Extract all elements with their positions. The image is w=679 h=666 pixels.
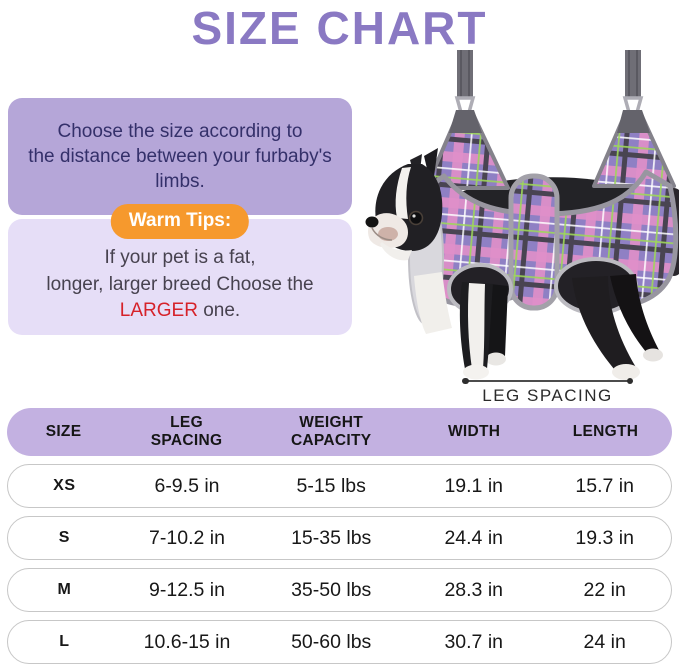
dog-hammock-illustration (365, 50, 679, 380)
warm-tips-box: Warm Tips: If your pet is a fat, longer,… (8, 204, 352, 335)
value-cell: 22 in (583, 578, 626, 601)
value-cell: 30.7 in (444, 630, 504, 653)
value-cell: 9-12.5 in (149, 578, 225, 601)
size-table: SIZE LEG SPACING WEIGHT CAPACITY WIDTH L… (7, 408, 672, 664)
header-leg-spacing: LEG SPACING (150, 413, 223, 449)
size-cell: L (59, 633, 70, 650)
size-cell: M (57, 581, 72, 598)
value-cell: 10.6-15 in (143, 630, 231, 653)
value-cell: 15.7 in (575, 474, 634, 497)
tip-line-2: longer, larger breed Choose the (46, 273, 314, 295)
velcro-strap (508, 173, 560, 311)
header-width: WIDTH (448, 422, 501, 440)
dog-head (365, 148, 443, 261)
value-cell: 15-35 lbs (291, 526, 372, 549)
header-size: SIZE (45, 422, 82, 440)
dog-hammock-photo (356, 36, 679, 382)
table-row: XS 6-9.5 in 5-15 lbs 19.1 in 15.7 in (7, 464, 672, 508)
leg-spacing-label: LEG SPACING (482, 386, 613, 405)
value-cell: 24.4 in (444, 526, 504, 549)
header-weight-capacity: WEIGHT CAPACITY (290, 413, 372, 449)
value-cell: 5-15 lbs (296, 474, 366, 497)
value-cell: 6-9.5 in (154, 474, 220, 497)
size-advice-box: Choose the size according to the distanc… (8, 98, 352, 215)
table-body: XS 6-9.5 in 5-15 lbs 19.1 in 15.7 in S 7-10.2 … (7, 464, 672, 664)
tip-suffix: one. (197, 300, 241, 322)
table-row: L 10.6-15 in 50-60 lbs 30.7 in 24 in (7, 620, 672, 664)
size-cell: S (58, 529, 70, 546)
leg-spacing-measure-line (462, 378, 633, 384)
table-row: S 7-10.2 in 15-35 lbs 24.4 in 19.3 in (7, 516, 672, 560)
value-cell: 19.3 in (575, 526, 634, 549)
size-cell: XS (53, 477, 76, 494)
value-cell: 28.3 in (444, 578, 504, 601)
page-title: SIZE CHART (191, 2, 488, 54)
value-cell: 24 in (583, 630, 626, 653)
value-cell: 50-60 lbs (291, 630, 372, 653)
warm-tips-badge: Warm Tips: (110, 204, 250, 239)
tip-highlight: LARGER (119, 300, 198, 322)
dog-nose (365, 216, 379, 228)
dog-ear-front (424, 148, 438, 190)
dog-chest (414, 272, 452, 334)
table-header-row: SIZE LEG SPACING WEIGHT CAPACITY WIDTH L… (7, 408, 672, 456)
size-advice-text: Choose the size according to the distanc… (28, 120, 332, 193)
front-legs (459, 282, 508, 380)
tip-line-1: If your pet is a fat, (104, 247, 256, 269)
value-cell: 7-10.2 in (149, 526, 225, 549)
value-cell: 35-50 lbs (291, 578, 372, 601)
value-cell: 19.1 in (444, 474, 504, 497)
header-length: LENGTH (572, 422, 639, 440)
dog-eye (410, 212, 422, 224)
rear-legs (572, 274, 663, 380)
info-panel: Choose the size according to the distanc… (8, 98, 352, 335)
table-row: M 9-12.5 in 35-50 lbs 28.3 in 22 in (7, 568, 672, 612)
warm-tips-text: If your pet is a fat, longer, larger bre… (46, 245, 313, 325)
